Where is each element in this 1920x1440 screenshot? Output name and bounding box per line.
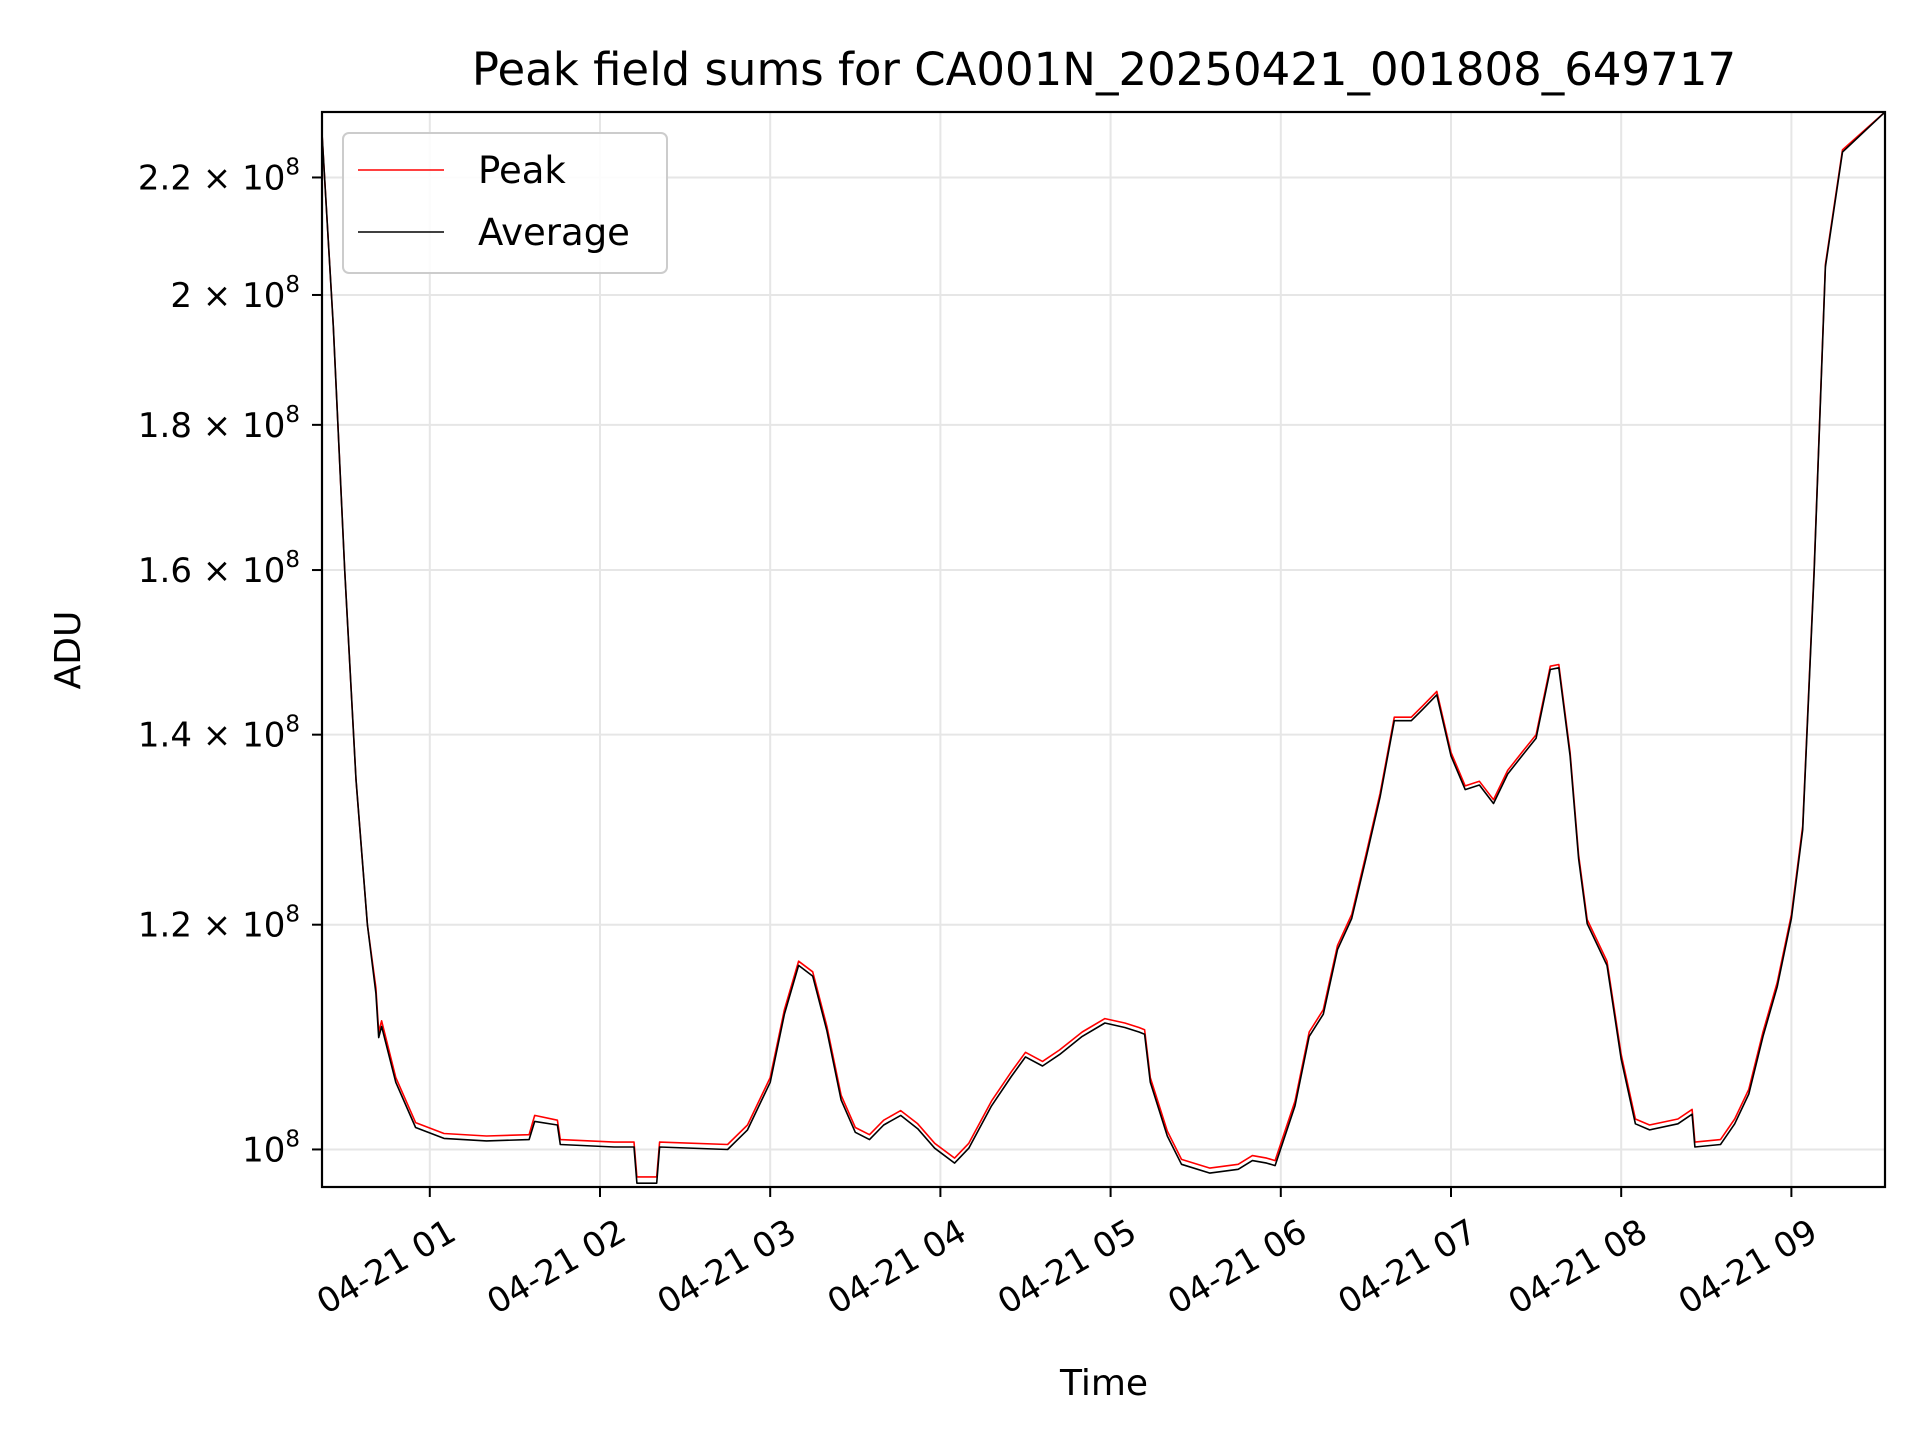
y-tick-mantissa: 1.2 × 10 [138, 906, 285, 946]
x-axis-label: Time [1059, 1363, 1148, 1404]
plot-frame [320, 110, 1887, 1189]
y-tick-mantissa: 2.2 × 10 [138, 158, 285, 198]
y-tick-exponent: 8 [285, 1126, 300, 1152]
y-tick-mantissa: 1.4 × 10 [138, 716, 285, 756]
y-tick-exponent: 8 [285, 402, 300, 428]
legend-label-peak: Peak [478, 149, 566, 192]
y-tick-label: 108 [242, 1126, 300, 1170]
y-tick-exponent: 8 [285, 154, 300, 180]
y-tick-mantissa: 2 × 10 [170, 276, 285, 316]
chart-title: Peak field sums for CA001N_20250421_0018… [472, 43, 1736, 96]
y-tick-label: 1.2 × 108 [138, 902, 300, 946]
y-tick-exponent: 8 [285, 902, 300, 928]
y-tick-label: 1.6 × 108 [138, 547, 300, 591]
series-line-average [322, 112, 1885, 1184]
y-tick-mantissa: 1.6 × 10 [138, 551, 285, 591]
y-tick-label: 1.8 × 108 [138, 402, 300, 446]
y-axis-label: ADU [48, 611, 89, 690]
y-tick-mantissa: 10 [242, 1130, 285, 1170]
y-tick-label: 2 × 108 [170, 272, 300, 316]
y-tick-label: 2.2 × 108 [138, 154, 300, 198]
y-tick-mantissa: 1.8 × 10 [138, 406, 285, 446]
y-tick-exponent: 8 [285, 547, 300, 573]
gridlines [322, 112, 1885, 1187]
y-tick-exponent: 8 [285, 712, 300, 738]
y-tick-label: 1.4 × 108 [138, 712, 300, 756]
legend-box [342, 132, 668, 274]
y-tick-exponent: 8 [285, 272, 300, 298]
legend-label-average: Average [478, 211, 630, 254]
series-layer [322, 112, 1885, 1184]
series-line-peak [322, 112, 1885, 1178]
legend: Peak Average [342, 132, 668, 274]
